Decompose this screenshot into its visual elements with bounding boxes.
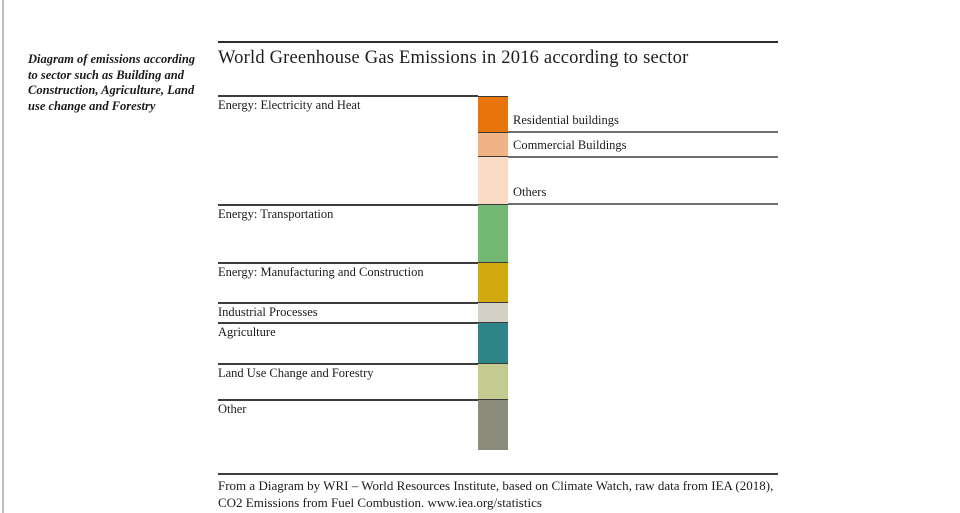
source-line-1: From a Diagram by WRI – World Resources …	[218, 478, 774, 493]
page-left-edge-line	[2, 0, 4, 513]
bar-segment-energy-manufacturing-construction	[478, 262, 508, 302]
left-label-rule	[218, 204, 478, 206]
right-label-rule	[508, 131, 778, 133]
footer-rule	[218, 473, 778, 475]
building-sublabel: Residential buildings	[513, 113, 619, 127]
left-label-rule	[218, 363, 478, 365]
sector-label: Energy: Electricity and Heat	[218, 98, 361, 112]
sector-label: Land Use Change and Forestry	[218, 366, 374, 380]
stacked-bar	[478, 96, 508, 450]
building-sublabel: Others	[513, 185, 547, 199]
sector-label: Energy: Transportation	[218, 207, 334, 221]
margin-caption: Diagram of emissions according to sector…	[28, 52, 196, 113]
source-attribution: From a Diagram by WRI – World Resources …	[218, 478, 798, 511]
right-label-rule	[508, 156, 778, 158]
left-label-rule	[218, 262, 478, 264]
page-title: World Greenhouse Gas Emissions in 2016 a…	[218, 48, 689, 68]
bar-segment-industrial-processes	[478, 302, 508, 322]
bar-segment-electricity-heat-others	[478, 156, 508, 204]
bar-segment-land-use-change-forestry	[478, 363, 508, 399]
bar-segment-energy-transportation	[478, 204, 508, 262]
building-sublabel: Commercial Buildings	[513, 138, 627, 152]
sector-label: Energy: Manufacturing and Construction	[218, 265, 424, 279]
sector-label: Industrial Processes	[218, 305, 318, 319]
bar-segment-other	[478, 399, 508, 450]
source-line-2: CO2 Emissions from Fuel Combustion. www.…	[218, 494, 542, 510]
left-label-rule	[218, 95, 478, 97]
title-rule	[218, 41, 778, 43]
bar-segment-residential-buildings	[478, 96, 508, 132]
bar-segment-commercial-buildings	[478, 132, 508, 156]
left-label-rule	[218, 302, 478, 304]
right-label-rule	[508, 203, 778, 205]
left-label-rule	[218, 399, 478, 401]
left-label-rule	[218, 322, 478, 324]
sector-label: Agriculture	[218, 325, 276, 339]
sector-label: Other	[218, 402, 247, 416]
bar-segment-agriculture	[478, 322, 508, 363]
